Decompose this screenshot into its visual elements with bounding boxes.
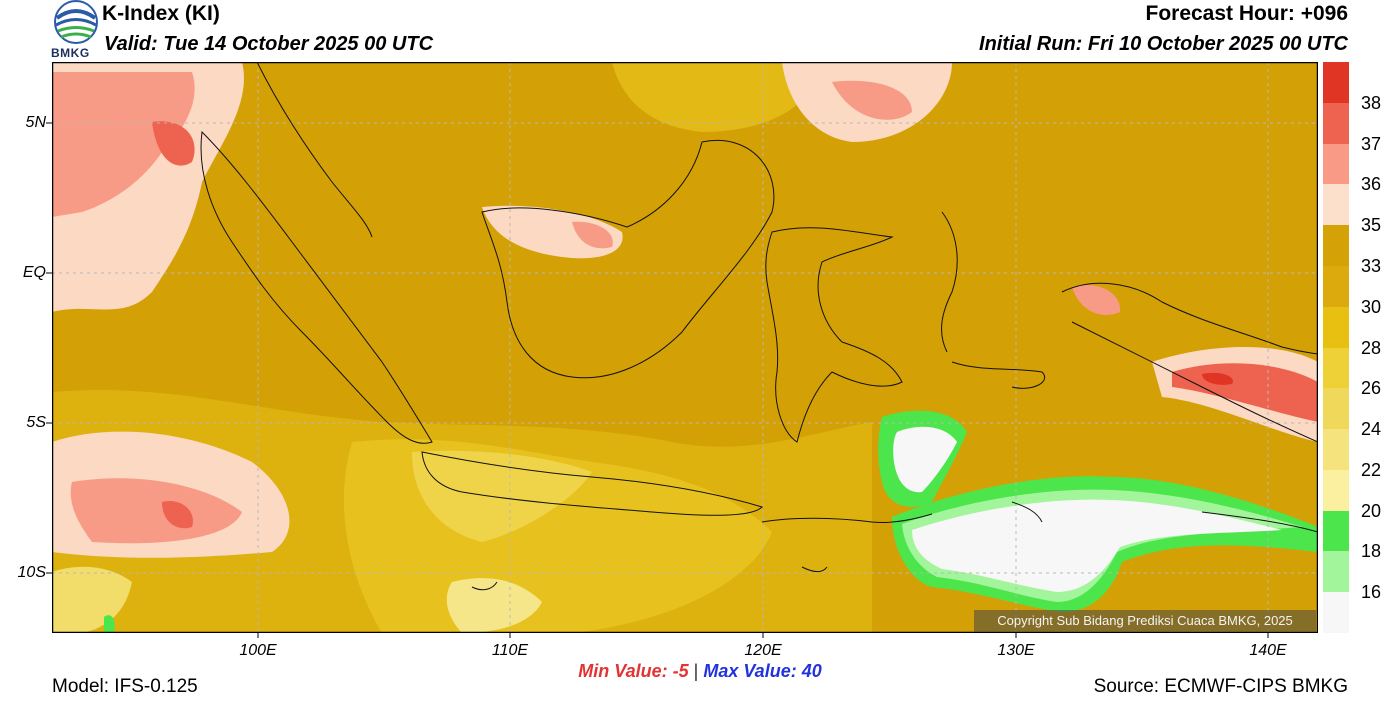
model-name: Model: IFS-0.125 xyxy=(52,676,198,697)
coast-small-islands xyxy=(471,501,1043,591)
field-zone-24 xyxy=(446,578,542,633)
field-zone-16-banda xyxy=(893,426,957,493)
coast-sulawesi xyxy=(765,227,903,443)
coast-papua xyxy=(1061,282,1318,533)
field-zone-36-nw xyxy=(52,72,195,217)
lon-label-120e: 120E xyxy=(744,642,782,659)
lon-ticks xyxy=(257,632,1269,638)
coastlines xyxy=(200,62,1318,591)
field-zone-20-sw xyxy=(104,615,115,633)
copyright-note: Copyright Sub Bidang Prediksi Cuaca BMKG… xyxy=(974,610,1316,632)
min-max-values: Min Value: -5 | Max Value: 40 xyxy=(0,661,1400,682)
colorbar-label: 20 xyxy=(1360,500,1382,521)
colorbar-label: 24 xyxy=(1360,419,1382,440)
colorbar-label: 16 xyxy=(1360,582,1382,603)
colorbar-label: 26 xyxy=(1360,378,1382,399)
field-zone-36-borneo xyxy=(572,221,613,249)
field-zone-26 xyxy=(412,450,592,542)
field-zone-36-sw xyxy=(70,478,243,544)
min-value: -5 xyxy=(672,661,689,681)
initial-run: Initial Run: Fri 10 October 2025 00 UTC xyxy=(979,33,1348,55)
logo-text: BMKG xyxy=(51,46,90,60)
colorbar-segment xyxy=(1323,102,1349,145)
field-zone-37-nw xyxy=(152,121,195,166)
colorbar xyxy=(1323,62,1349,634)
coast-java xyxy=(421,451,763,516)
colorbar-label: 37 xyxy=(1360,133,1382,154)
field-zone-36-ne xyxy=(832,80,912,120)
colorbar-segment xyxy=(1323,143,1349,185)
colorbar-label: 36 xyxy=(1360,174,1382,195)
k-index-map xyxy=(52,62,1318,633)
colorbar-label: 33 xyxy=(1360,255,1382,276)
field-zone-16-timor xyxy=(912,499,1282,592)
colorbar-segment xyxy=(1323,347,1349,389)
colorbar-label: 18 xyxy=(1360,541,1382,562)
colorbar-segment xyxy=(1323,62,1349,104)
field-zone-36-birdshead xyxy=(1072,284,1121,315)
colorbar-segment xyxy=(1323,592,1349,634)
map-title: K-Index (KI) xyxy=(102,2,220,25)
colorbar-label: 28 xyxy=(1360,337,1382,358)
field-zone-37-sw xyxy=(162,501,193,529)
colorbar-segment xyxy=(1323,388,1349,430)
field-zone-22 xyxy=(52,566,132,633)
lon-label-100e: 100E xyxy=(239,642,277,659)
max-value: 40 xyxy=(801,661,822,681)
colorbar-label: 35 xyxy=(1360,215,1382,236)
coast-sumatra xyxy=(200,130,433,444)
minmax-separator: | xyxy=(693,661,699,681)
lat-label-10s: 10S xyxy=(17,564,46,581)
field-zone-35-borneo xyxy=(482,205,623,259)
colorbar-segment xyxy=(1323,429,1349,471)
colorbar-label: 30 xyxy=(1360,296,1382,317)
valid-time: Valid: Tue 14 October 2025 00 UTC xyxy=(104,33,434,55)
forecast-hour: Forecast Hour: +096 xyxy=(1145,2,1349,25)
lat-label-eq: EQ xyxy=(22,264,46,281)
colorbar-label: 38 xyxy=(1360,92,1382,113)
graticule xyxy=(52,62,1318,633)
colorbar-segment xyxy=(1323,510,1349,552)
min-label: Min Value: xyxy=(578,661,668,681)
colorbar-label: 22 xyxy=(1360,459,1382,480)
lat-label-5s: 5S xyxy=(26,414,46,431)
field-zone-38-papua xyxy=(1202,372,1233,385)
coast-halmahera xyxy=(941,211,958,353)
field-zone-north xyxy=(612,62,814,132)
coast-lesser-sunda xyxy=(761,513,933,523)
data-source: Source: ECMWF-CIPS BMKG xyxy=(1093,676,1348,697)
colorbar-segment xyxy=(1323,265,1349,308)
coast-banda xyxy=(951,361,1045,389)
coast-borneo xyxy=(481,140,775,379)
bmkg-logo xyxy=(54,0,98,44)
colorbar-segment xyxy=(1323,551,1349,593)
map-frame xyxy=(52,62,1318,633)
colorbar-segment xyxy=(1323,225,1349,267)
lon-label-130e: 130E xyxy=(997,642,1035,659)
lon-label-140e: 140E xyxy=(1249,642,1287,659)
coast-malaya xyxy=(256,62,373,238)
lat-ticks xyxy=(46,122,52,574)
max-label: Max Value: xyxy=(703,661,797,681)
lon-label-110e: 110E xyxy=(491,642,529,659)
colorbar-segment xyxy=(1323,306,1349,348)
colorbar-segment xyxy=(1323,469,1349,512)
colorbar-segment xyxy=(1323,184,1349,226)
lat-label-5n: 5N xyxy=(25,114,46,131)
